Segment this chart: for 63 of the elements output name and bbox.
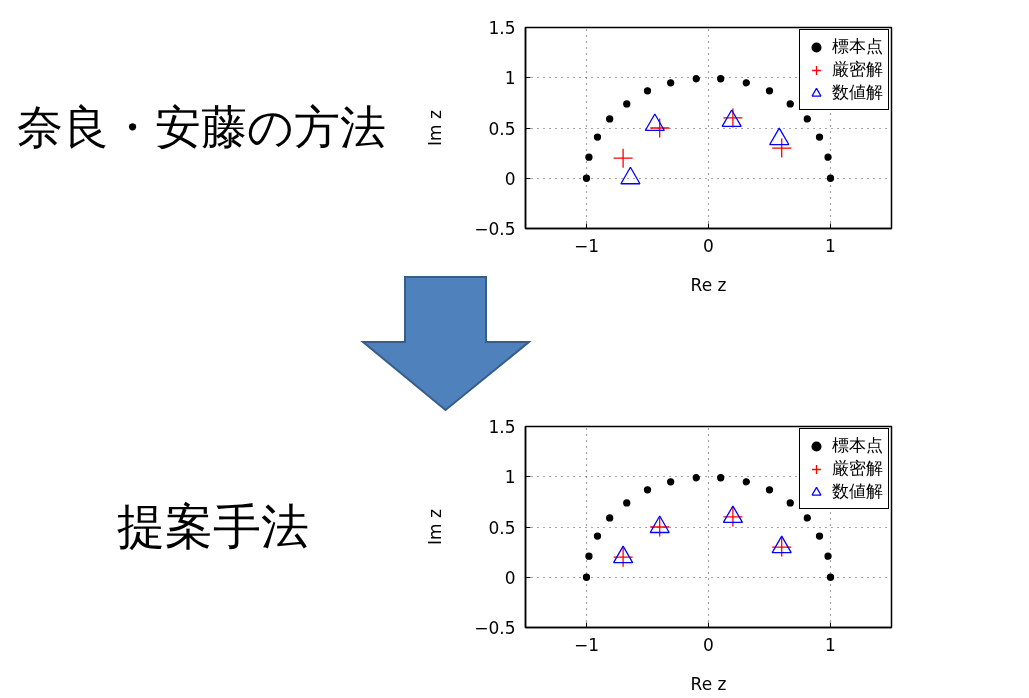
x-axis-title: Re z (690, 673, 727, 694)
y-tick-label: 0.5 (488, 118, 516, 139)
x-tick-label: −1 (573, 235, 600, 256)
y-tick-label: −0.5 (474, 219, 516, 239)
point (585, 153, 593, 161)
point (815, 532, 824, 540)
point (623, 100, 631, 108)
point (786, 100, 794, 108)
point (786, 499, 794, 507)
heading: 奈良・安藤の方法 (17, 102, 386, 153)
point (593, 133, 602, 141)
point (692, 474, 700, 482)
y-tick-label: −0.5 (474, 618, 516, 638)
point (742, 478, 750, 486)
x-tick-label: 1 (825, 634, 836, 655)
point (606, 115, 614, 123)
x-tick-label: 0 (703, 235, 714, 256)
x-axis-title: Re z (690, 274, 727, 295)
legend-label: 標本点 (832, 35, 883, 58)
point (765, 87, 774, 95)
y-axis-title: Im z (425, 508, 446, 545)
point (649, 117, 670, 139)
legend-label: 厳密解 (832, 457, 883, 480)
point (826, 573, 835, 581)
point (803, 115, 811, 123)
point (765, 486, 774, 494)
y-tick-label: 1 (504, 467, 516, 488)
y-tick-label: 1.5 (488, 417, 516, 437)
point (803, 514, 811, 522)
x-tick-label: 0 (703, 634, 714, 655)
x-tick-label: −1 (573, 634, 600, 655)
point (643, 486, 652, 494)
y-tick-label: 0 (504, 168, 516, 189)
point (826, 174, 835, 182)
point (824, 552, 832, 560)
point (623, 499, 631, 507)
legend-label: 数値解 (832, 81, 883, 104)
point (585, 552, 593, 560)
y-tick-label: 1 (504, 68, 516, 89)
point (692, 75, 700, 83)
x-tick-label: 1 (825, 235, 836, 256)
y-tick-label: 1.5 (488, 18, 516, 38)
point (582, 174, 591, 182)
point (667, 79, 675, 87)
y-axis-title: Im z (425, 109, 446, 146)
point (593, 532, 602, 540)
point (815, 133, 824, 141)
point (582, 573, 591, 581)
point (643, 87, 652, 95)
point (717, 75, 725, 83)
point (612, 148, 634, 169)
y-tick-label: 0 (504, 567, 516, 588)
point (717, 474, 725, 482)
legend-label: 数値解 (832, 480, 883, 503)
legend-label: 標本点 (832, 434, 883, 457)
point (667, 478, 675, 486)
point (742, 79, 750, 87)
heading: 提案手法 (117, 500, 309, 553)
legend-label: 厳密解 (832, 58, 883, 81)
point (771, 137, 792, 159)
point (824, 153, 832, 161)
y-tick-label: 0.5 (488, 517, 516, 538)
point (606, 514, 614, 522)
